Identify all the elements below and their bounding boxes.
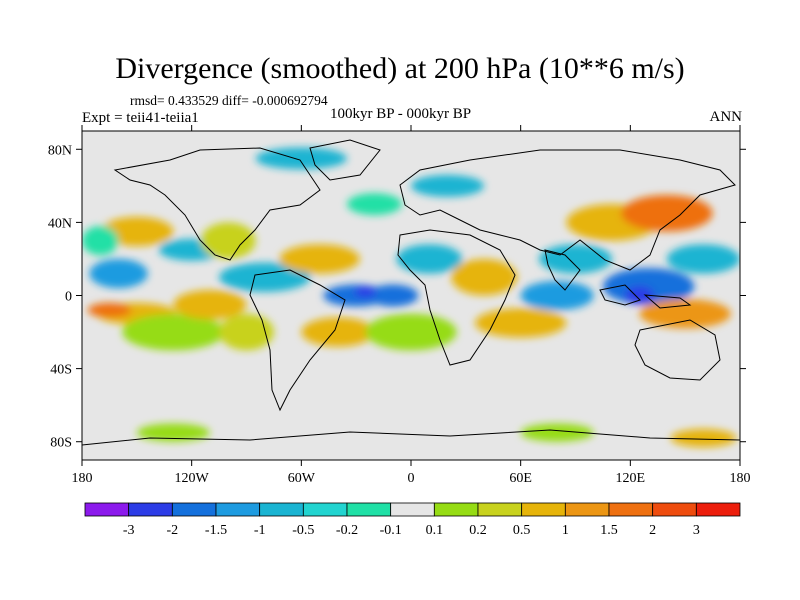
colorbar-label: 1 (562, 523, 569, 538)
colorbar-swatch (215, 502, 261, 517)
divergence-region-26 (639, 299, 731, 329)
x-axis: 180 120W 60W 0 60E 120E 180 (72, 125, 751, 486)
plot-title: Divergence (smoothed) at 200 hPa (10**6 … (115, 52, 685, 85)
colorbar-swatch (477, 502, 523, 517)
colorbar-label: 1.5 (600, 523, 618, 538)
divergence-region-7 (200, 222, 256, 259)
colorbar-swatch (128, 502, 173, 517)
season-label: ANN (709, 109, 743, 125)
divergence-region-32 (520, 423, 594, 442)
colorbar-swatch (346, 502, 392, 517)
y-tick-label: 80S (50, 436, 72, 451)
y-tick-label: 40S (50, 363, 72, 378)
colorbar-swatch (521, 502, 566, 517)
colorbar-swatch (652, 502, 697, 517)
colorbar-swatch (564, 502, 610, 517)
colorbar-swatch (84, 502, 130, 517)
x-tick-label: 180 (72, 471, 93, 486)
colorbar-label: -1.5 (205, 523, 227, 538)
divergence-region-29 (411, 174, 485, 197)
colorbar-swatch (171, 502, 217, 517)
x-tick-label: 120E (616, 471, 646, 486)
divergence-region-9 (173, 290, 247, 320)
divergence-region-19 (474, 308, 567, 338)
colorbar-swatch (608, 502, 654, 517)
colorbar-swatch (433, 502, 479, 517)
divergence-region-5 (82, 226, 119, 256)
colorbar-label: 0.5 (513, 523, 531, 538)
divergence-region-15 (301, 317, 375, 347)
x-tick-label: 60W (288, 471, 316, 486)
colorbar-label: -0.5 (292, 523, 314, 538)
experiment-label: Expt = teii41-teiia1 (82, 110, 199, 126)
divergence-region-28 (347, 193, 402, 216)
divergence-region-3 (122, 313, 225, 351)
colorbar-label: 0.1 (426, 523, 444, 538)
colorbar-label: 0.2 (469, 523, 487, 538)
x-tick-label: 60E (509, 471, 532, 486)
divergence-region-11 (279, 244, 360, 274)
divergence-region-10 (219, 313, 274, 351)
period-label: 100kyr BP - 000kyr BP (330, 106, 472, 122)
divergence-field (82, 147, 740, 448)
divergence-region-0 (89, 258, 148, 289)
colorbar-label: -0.1 (380, 523, 402, 538)
colorbar-label: -1 (254, 523, 266, 538)
colorbar-label: -2 (166, 523, 178, 538)
coastlines (82, 139, 740, 446)
y-axis: 80N 40N 0 40S 80S (48, 143, 746, 451)
divergence-region-4 (100, 216, 174, 247)
divergence-region-27 (666, 244, 740, 274)
divergence-region-33 (670, 428, 737, 448)
colorbar-swatch (390, 502, 435, 517)
colorbar: -3 -2 -1.5 -1 -0.5 -0.2 -0.1 0.1 0.2 0.5 1 1.5 2 3 (84, 502, 741, 538)
y-tick-label: 40N (48, 216, 72, 231)
colorbar-swatch (259, 502, 304, 517)
divergence-region-30 (255, 147, 348, 170)
x-tick-label: 180 (730, 471, 751, 486)
divergence-region-17 (396, 244, 463, 274)
colorbar-label: -3 (123, 523, 135, 538)
colorbar-label: 2 (649, 523, 656, 538)
colorbar-label: -0.2 (336, 523, 358, 538)
divergence-region-20 (520, 280, 594, 311)
divergence-region-23 (621, 194, 713, 232)
y-tick-label: 0 (65, 290, 72, 305)
divergence-region-16 (365, 313, 457, 351)
x-tick-label: 120W (175, 471, 210, 486)
colorbar-label: 3 (693, 523, 700, 538)
divergence-region-18 (451, 258, 518, 296)
divergence-region-31 (136, 423, 210, 442)
divergence-region-14 (354, 286, 377, 298)
divergence-region-2 (87, 302, 132, 318)
x-tick-label: 0 (408, 471, 415, 486)
colorbar-swatch (302, 502, 348, 517)
colorbar-swatch (695, 502, 741, 517)
divergence-region-13 (367, 284, 419, 307)
y-tick-label: 80N (48, 143, 72, 158)
divergence-region-25 (624, 286, 655, 305)
stats-label: rmsd= 0.433529 diff= -0.000692794 (130, 93, 328, 108)
